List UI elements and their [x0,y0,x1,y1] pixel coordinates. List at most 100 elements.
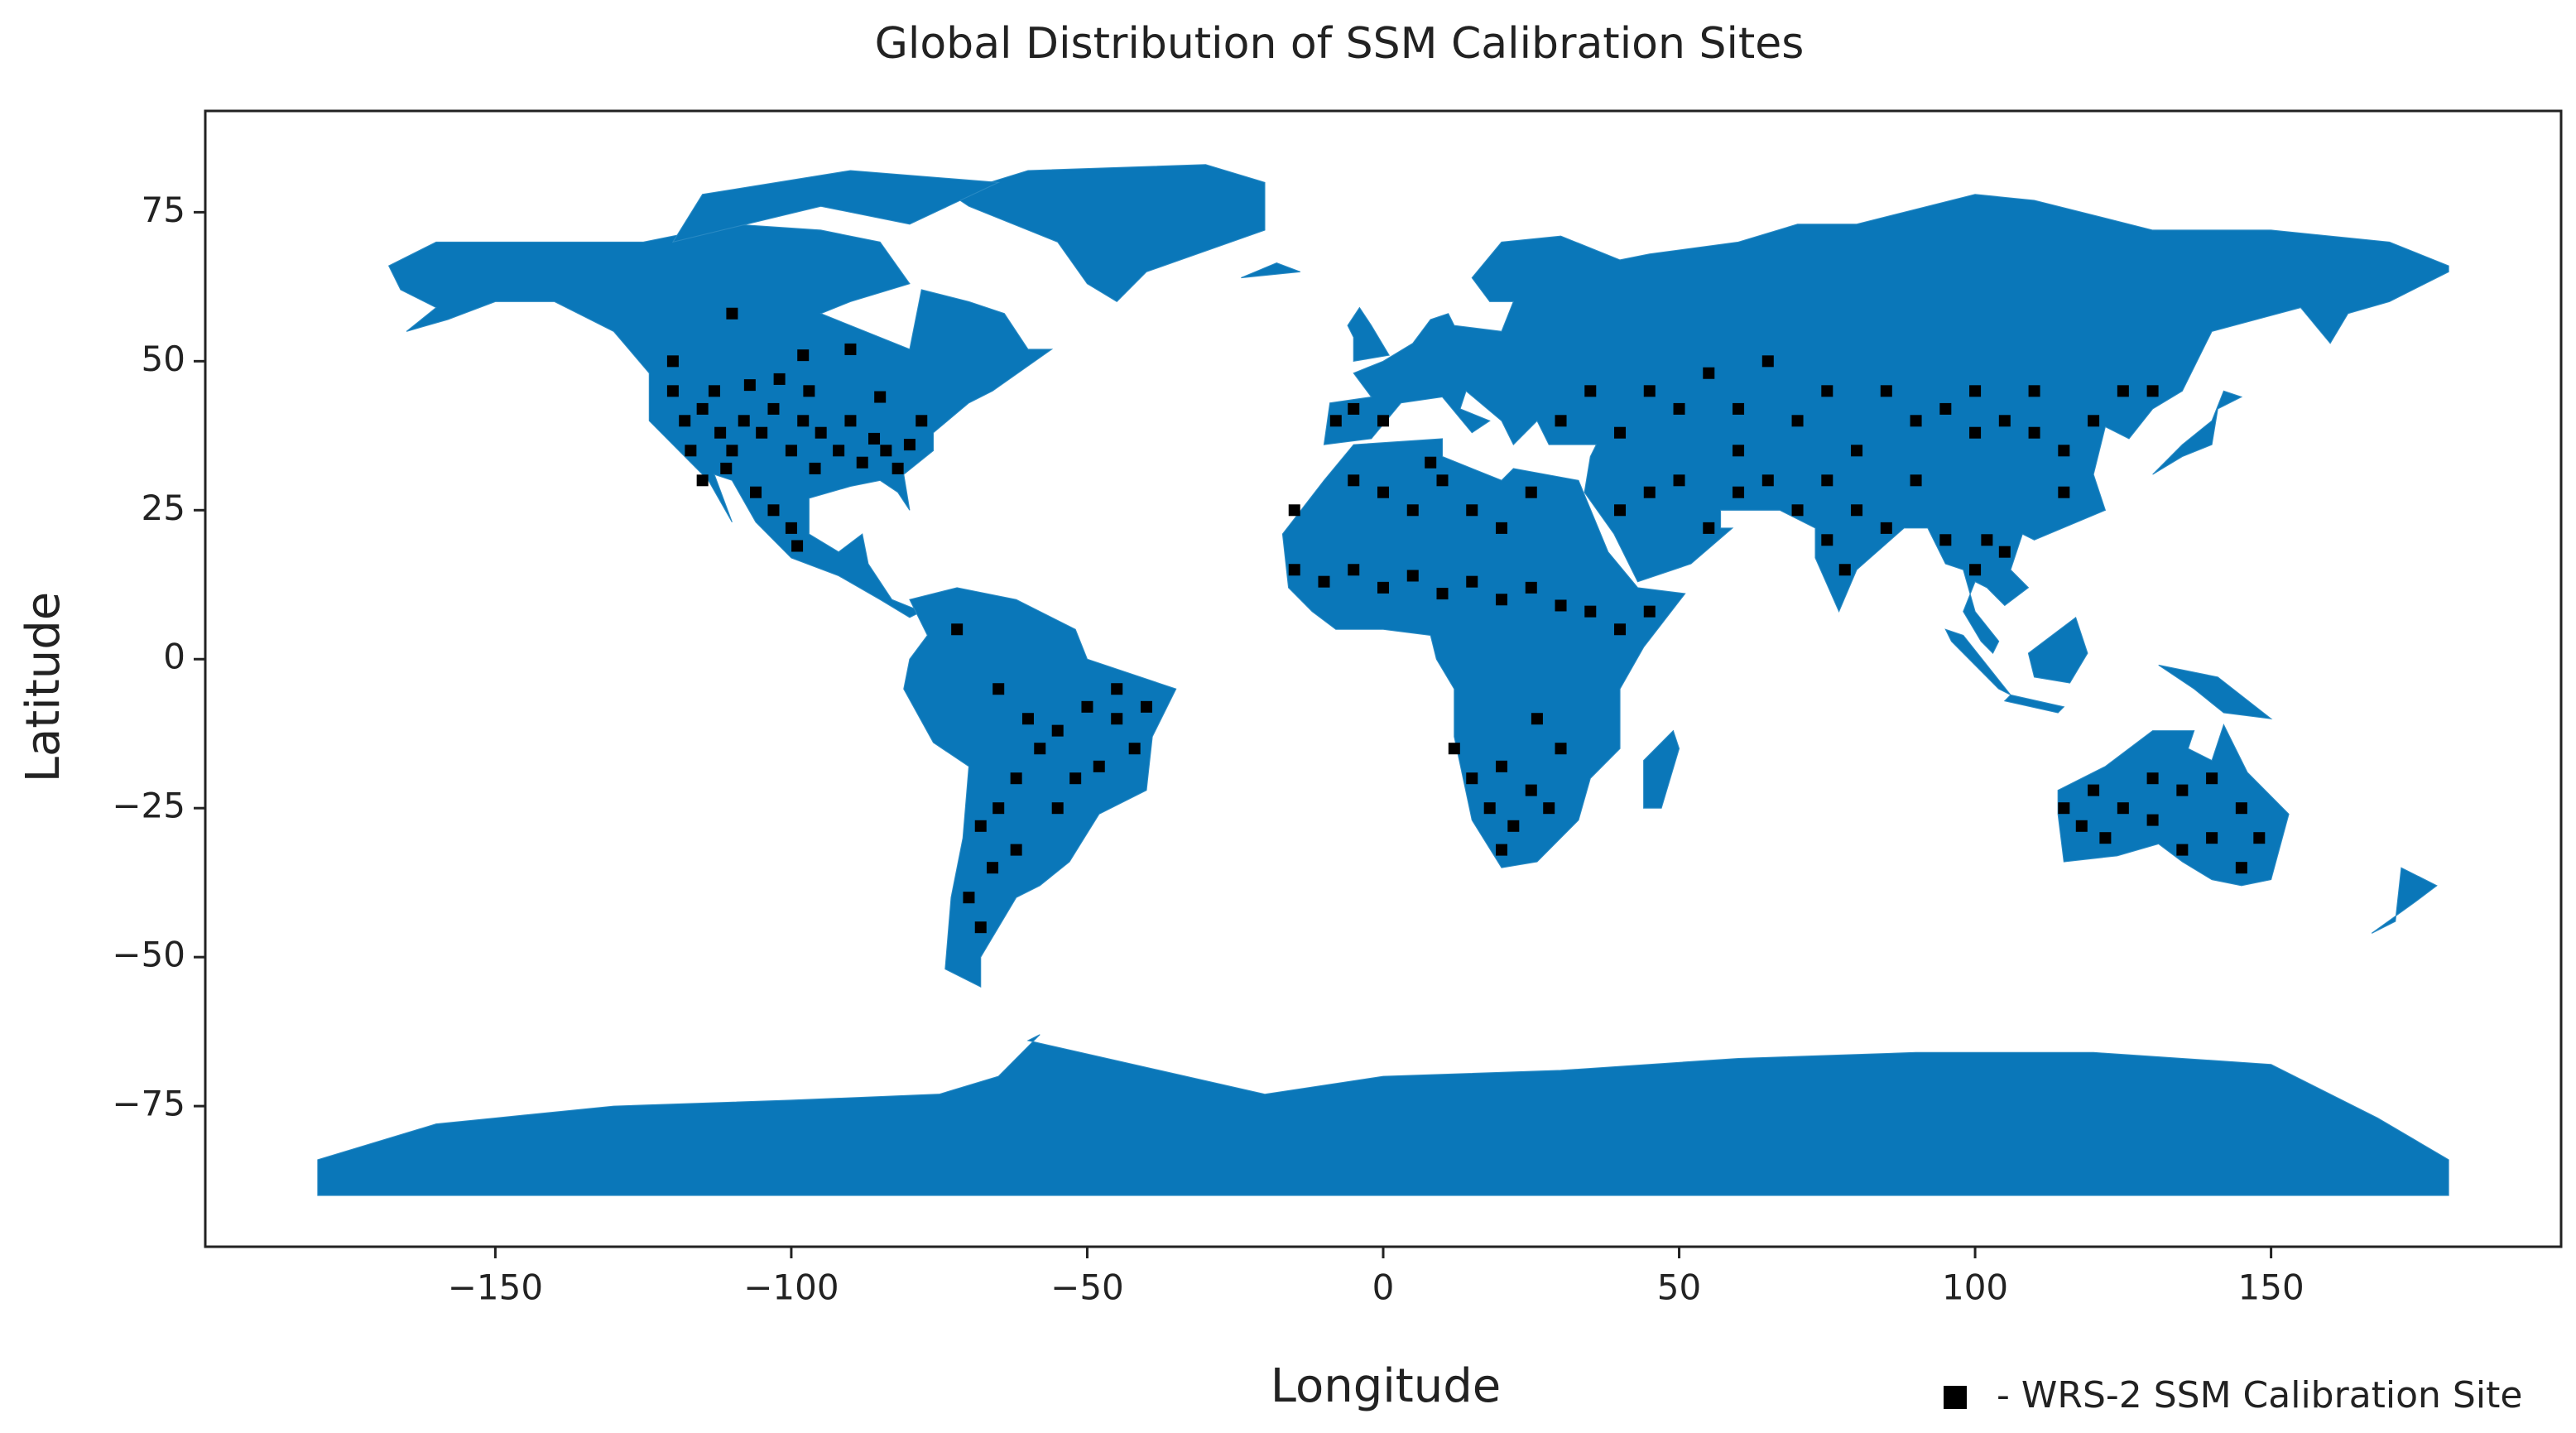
landmass [903,587,1177,988]
site-marker [1093,760,1105,772]
site-marker [1998,546,2011,558]
site-marker [1010,772,1022,785]
site-marker [2206,772,2218,785]
site-marker [903,439,916,451]
site-marker [833,445,845,457]
site-marker [1555,599,1567,612]
site-marker [1466,504,1478,517]
site-marker [1543,802,1555,815]
site-marker [2235,862,2247,874]
site-marker [1525,486,1537,498]
x-tick-label: 50 [1657,1267,1701,1308]
site-marker [2058,445,2070,457]
x-tick-label: 150 [2238,1267,2304,1308]
site-marker [1051,802,1064,815]
site-marker [916,415,928,427]
site-marker [767,504,780,517]
site-marker [1851,445,1863,457]
landmass [387,224,1054,618]
site-marker [1483,802,1496,815]
site-marker [1069,772,1082,785]
site-marker [2028,385,2040,397]
site-marker [2117,385,2129,397]
x-tick-label: −50 [1050,1267,1124,1308]
site-marker [2099,832,2112,844]
site-marker [1584,605,1597,618]
site-marker [1981,534,1993,546]
site-marker [1525,581,1537,594]
site-marker [1998,415,2011,427]
site-marker [1838,564,1851,576]
legend-label: - WRS-2 SSM Calibration Site [1997,1374,2522,1416]
x-tick-label: 0 [1372,1267,1395,1308]
site-marker [1128,743,1141,755]
site-marker [1703,522,1715,534]
site-marker [696,474,709,487]
x-tick-label: −100 [743,1267,839,1308]
site-marker [2206,832,2218,844]
site-marker [1673,474,1685,487]
site-marker [2088,415,2100,427]
site-marker [1939,534,1952,546]
map [317,164,2449,1196]
site-marker [1377,581,1389,594]
site-marker [1761,474,1774,487]
site-marker [720,462,733,474]
site-marker [666,385,679,397]
site-marker [974,921,987,934]
site-marker [856,456,868,469]
site-marker [1969,385,1982,397]
site-marker [750,486,762,498]
landmass [317,1034,2449,1196]
site-marker [714,426,727,439]
site-marker [2176,844,2189,856]
site-marker [892,462,904,474]
site-marker [1496,522,1508,534]
site-marker [1880,385,1892,397]
landmass [671,170,1001,243]
site-marker [1733,486,1745,498]
y-tick-label: 50 [142,339,185,379]
y-tick-label: −50 [112,935,185,975]
site-marker [785,445,797,457]
site-marker [685,445,697,457]
landmass [1643,729,1680,809]
site-marker [1761,355,1774,368]
site-marker [1614,623,1627,636]
site-marker [1791,415,1804,427]
site-marker [1643,385,1656,397]
landmass [2027,616,2088,684]
site-marker [1614,504,1627,517]
x-tick-label: −150 [448,1267,543,1308]
site-marker [1034,743,1046,755]
site-marker [785,522,797,534]
site-marker [797,349,810,362]
site-marker [1910,415,1922,427]
site-marker [1288,564,1300,576]
sites [666,307,2266,934]
site-marker [1555,743,1567,755]
site-marker [815,426,827,439]
site-marker [1910,474,1922,487]
site-marker [1555,415,1567,427]
site-marker [708,385,720,397]
site-marker [844,343,857,355]
site-marker [1425,456,1437,469]
site-marker [2146,814,2159,826]
landmass [2158,664,2273,720]
site-marker [726,445,738,457]
site-marker [963,892,975,904]
chart-title: Global Distribution of SSM Calibration S… [875,19,1805,69]
site-marker [1140,700,1152,713]
site-marker [1703,367,1715,379]
site-marker [726,307,738,320]
site-marker [1111,683,1123,695]
site-marker [1791,504,1804,517]
site-marker [2176,784,2189,796]
landmass [2003,694,2065,714]
site-marker [2253,832,2266,844]
site-marker [1969,426,1982,439]
landmass [1323,194,2449,654]
landmass [1281,438,1686,868]
site-marker [1643,486,1656,498]
